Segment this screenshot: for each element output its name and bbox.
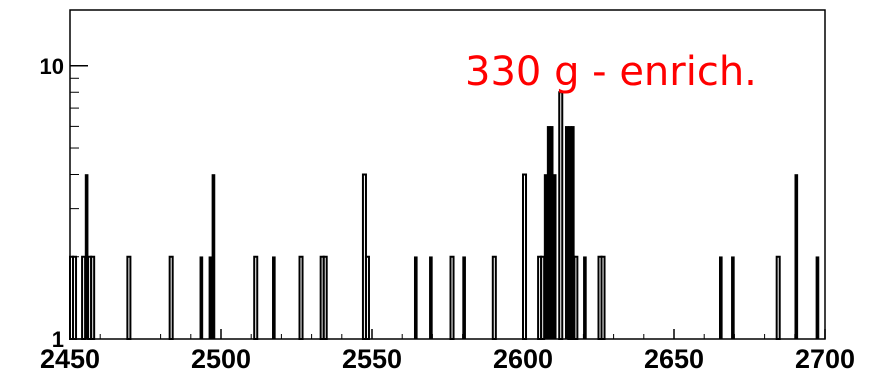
series-filled (84, 126, 820, 340)
histogram-bar (208, 256, 213, 340)
histogram-bar (253, 255, 259, 340)
x-tick-label: 2450 (40, 344, 100, 374)
histogram-bar (558, 91, 564, 340)
chart-annotation: 330 g - enrich. (465, 49, 757, 95)
histogram-bar (815, 256, 820, 340)
x-tick-label: 2650 (644, 344, 704, 374)
histogram-bar (552, 174, 557, 340)
histogram-bar (298, 255, 304, 340)
histogram-bar (600, 255, 606, 340)
histogram-bar (90, 255, 96, 340)
histogram-bar (567, 126, 572, 340)
histogram-bar (549, 126, 554, 340)
histogram-bar (731, 256, 735, 340)
histogram-bar (522, 173, 528, 340)
histogram-bar (491, 255, 497, 340)
histogram-bar (322, 255, 328, 340)
axis-layer: 2450 2500 2550 2600 2650 2700 1 10 (40, 54, 856, 374)
histogram-bar (462, 256, 466, 340)
y-tick-label: 1 (52, 327, 64, 352)
y-tick-label: 10 (40, 54, 64, 79)
histogram-bar (168, 255, 174, 340)
histogram-bar (775, 255, 781, 340)
x-tick-label: 2550 (342, 344, 402, 374)
histogram-bar (199, 256, 204, 340)
histogram-bar (126, 255, 132, 340)
histogram-bar (429, 256, 433, 340)
x-tick-label: 2700 (795, 344, 855, 374)
histogram-bar (564, 126, 569, 340)
histogram-bar (211, 174, 216, 340)
plot-frame (69, 9, 826, 340)
histogram-bar (794, 174, 799, 340)
histogram-bar (84, 174, 89, 340)
histogram-bar (272, 256, 276, 340)
x-tick-label: 2600 (493, 344, 553, 374)
histogram-bar (364, 255, 370, 340)
histogram-bar (718, 256, 723, 340)
x-tick-label: 2500 (191, 344, 251, 374)
histogram-bar (449, 255, 455, 340)
histogram-bar (413, 256, 418, 340)
histogram-bar (571, 126, 575, 340)
histogram-bar (583, 256, 587, 340)
histogram-bar (546, 126, 551, 340)
histogram-bar (543, 174, 548, 340)
